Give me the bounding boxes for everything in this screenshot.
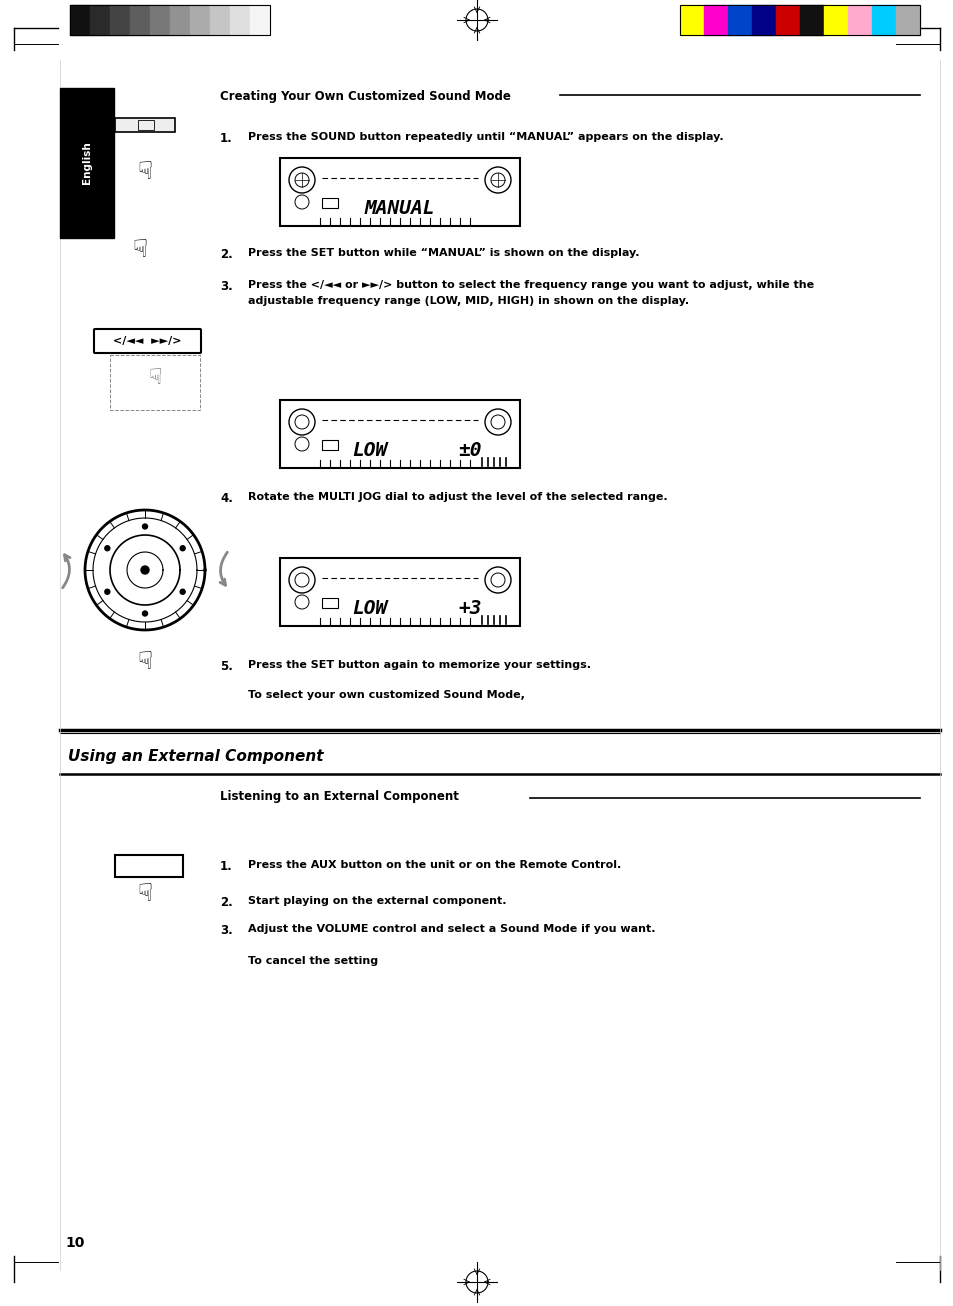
Text: English: English (82, 141, 91, 184)
Text: ☟: ☟ (132, 238, 148, 263)
Bar (170, 5, 190, 35)
Text: 2.: 2. (220, 248, 233, 261)
Bar (250, 5, 270, 35)
Text: Adjust the VOLUME control and select a Sound Mode if you want.: Adjust the VOLUME control and select a S… (248, 925, 655, 934)
Bar (322, 598, 337, 609)
Bar (847, 5, 871, 35)
Bar (727, 5, 751, 35)
Bar (280, 158, 519, 226)
Bar (871, 5, 895, 35)
Text: Creating Your Own Customized Sound Mode: Creating Your Own Customized Sound Mode (220, 90, 511, 103)
Text: To select your own customized Sound Mode,: To select your own customized Sound Mode… (248, 690, 524, 700)
Bar (210, 5, 230, 35)
Text: 3.: 3. (220, 925, 233, 936)
Bar (775, 5, 800, 35)
Bar (280, 400, 519, 468)
Bar (895, 5, 919, 35)
Text: ☟: ☟ (137, 650, 152, 674)
Text: LOW: LOW (352, 598, 387, 618)
Text: Using an External Component: Using an External Component (68, 748, 323, 764)
Bar (130, 5, 150, 35)
Text: 10: 10 (65, 1235, 84, 1250)
Bar (115, 118, 174, 132)
Text: Press the SET button again to memorize your settings.: Press the SET button again to memorize y… (248, 660, 590, 670)
Text: Press the SET button while “MANUAL” is shown on the display.: Press the SET button while “MANUAL” is s… (248, 248, 639, 259)
Bar (679, 5, 703, 35)
Text: </◄◄  ►►/>: </◄◄ ►►/> (112, 336, 181, 346)
Bar (138, 120, 153, 131)
Text: 3.: 3. (220, 279, 233, 293)
Bar (190, 5, 210, 35)
Text: 1.: 1. (220, 132, 233, 145)
Text: ±0: ±0 (457, 440, 481, 460)
Text: Press the </◄◄ or ►►/> button to select the frequency range you want to adjust, : Press the </◄◄ or ►►/> button to select … (248, 279, 813, 290)
Text: ☟: ☟ (137, 882, 152, 906)
FancyBboxPatch shape (94, 329, 201, 353)
Bar (823, 5, 847, 35)
Bar (150, 5, 170, 35)
Text: Press the SOUND button repeatedly until “MANUAL” appears on the display.: Press the SOUND button repeatedly until … (248, 132, 723, 142)
Bar (679, 5, 919, 35)
Bar (230, 5, 250, 35)
Circle shape (142, 611, 148, 616)
Bar (60, 88, 113, 238)
Bar (322, 199, 337, 208)
Text: 1.: 1. (220, 859, 233, 872)
Text: Start playing on the external component.: Start playing on the external component. (248, 896, 506, 906)
Bar (70, 5, 90, 35)
Circle shape (105, 589, 110, 594)
Bar (115, 855, 183, 878)
Bar (751, 5, 775, 35)
Text: Press the AUX button on the unit or on the Remote Control.: Press the AUX button on the unit or on t… (248, 859, 620, 870)
Text: +3: +3 (457, 598, 481, 618)
Bar (703, 5, 727, 35)
Bar (90, 5, 110, 35)
Bar (70, 5, 270, 35)
Text: 4.: 4. (220, 492, 233, 505)
Text: ☟: ☟ (137, 161, 152, 184)
Circle shape (141, 565, 149, 575)
Text: LOW: LOW (352, 440, 387, 460)
Bar (800, 5, 823, 35)
Text: ☟: ☟ (148, 368, 162, 388)
Text: adjustable frequency range (LOW, MID, HIGH) in shown on the display.: adjustable frequency range (LOW, MID, HI… (248, 296, 688, 306)
Circle shape (180, 546, 185, 551)
Text: To cancel the setting: To cancel the setting (248, 956, 377, 966)
Text: 5.: 5. (220, 660, 233, 673)
Text: 2.: 2. (220, 896, 233, 909)
Bar (110, 5, 130, 35)
Text: Rotate the MULTI JOG dial to adjust the level of the selected range.: Rotate the MULTI JOG dial to adjust the … (248, 492, 667, 502)
Circle shape (142, 524, 148, 529)
Text: MANUAL: MANUAL (364, 199, 435, 218)
Bar (322, 440, 337, 451)
Bar (280, 558, 519, 626)
Circle shape (105, 546, 110, 551)
Bar (110, 355, 200, 410)
Text: Listening to an External Component: Listening to an External Component (220, 790, 458, 803)
Circle shape (180, 589, 185, 594)
